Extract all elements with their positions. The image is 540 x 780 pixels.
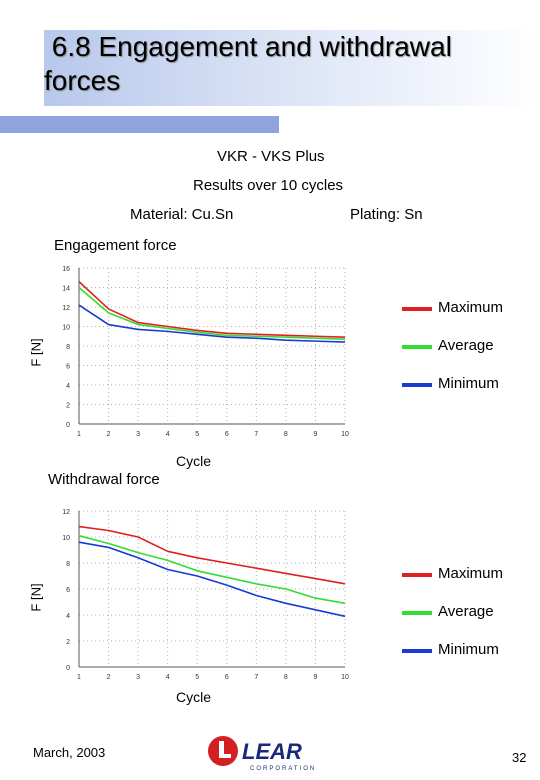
series-line-maximum: [78, 525, 346, 585]
legend-swatch: [402, 345, 432, 349]
legend-swatch: [402, 383, 432, 387]
x-tick-label: 6: [225, 674, 229, 681]
y-tick-label: 8: [66, 344, 70, 351]
logo-subtext: CORPORATION: [250, 766, 316, 772]
withdrawal-chart-title: Withdrawal force: [48, 471, 160, 488]
y-tick-label: 14: [62, 286, 70, 293]
withdrawal-y-axis-label: F [N]: [28, 583, 44, 612]
x-tick-label: 9: [313, 674, 317, 681]
x-tick-label: 3: [136, 674, 140, 681]
logo-wordmark: LEAR: [242, 739, 302, 764]
withdrawal-x-axis-label: Cycle: [176, 689, 212, 705]
plating-label: Plating: Sn: [350, 206, 423, 223]
y-tick-label: 10: [62, 325, 70, 332]
y-tick-label: 6: [66, 587, 70, 594]
y-tick-label: 8: [66, 561, 70, 568]
engagement-y-axis-label: F [N]: [28, 338, 44, 367]
legend-swatch: [402, 573, 432, 577]
legend-swatch: [402, 649, 432, 653]
y-tick-label: 4: [66, 613, 70, 620]
x-tick-label: 4: [166, 431, 170, 438]
slide-title: 6.8 Engagement and withdrawal forces: [44, 31, 452, 96]
x-tick-label: 4: [166, 674, 170, 681]
legend-swatch: [402, 307, 432, 311]
x-tick-label: 5: [195, 431, 199, 438]
x-tick-label: 6: [225, 431, 229, 438]
y-tick-label: 12: [62, 509, 70, 516]
y-tick-label: 16: [62, 266, 70, 273]
y-tick-label: 6: [66, 364, 70, 371]
title-background: [44, 30, 540, 106]
series-line-average: [78, 286, 346, 340]
legend-label: Average: [438, 603, 494, 620]
x-tick-label: 9: [313, 431, 317, 438]
y-tick-label: 4: [66, 383, 70, 390]
y-tick-label: 2: [66, 639, 70, 646]
x-tick-label: 10: [341, 431, 349, 438]
x-tick-label: 2: [107, 431, 111, 438]
title-accent-bar: [0, 116, 279, 133]
series-line-maximum: [78, 281, 346, 339]
product-heading: VKR - VKS Plus: [217, 148, 325, 165]
results-subheading: Results over 10 cycles: [193, 177, 344, 194]
engagement-x-axis-label: Cycle: [176, 453, 212, 469]
x-tick-label: 10: [341, 674, 349, 681]
lear-corporation-logo: LEAR CORPORATION: [208, 736, 316, 772]
engagement-chart-title: Engagement force: [54, 237, 177, 254]
material-label: Material: Cu.Sn: [130, 206, 234, 223]
x-tick-label: 5: [195, 674, 199, 681]
legend-label: Maximum: [438, 299, 504, 316]
y-tick-label: 0: [66, 422, 70, 429]
x-tick-label: 3: [136, 431, 140, 438]
x-tick-label: 8: [284, 674, 288, 681]
y-tick-label: 12: [62, 305, 70, 312]
x-tick-label: 2: [107, 674, 111, 681]
y-tick-label: 10: [62, 535, 70, 542]
x-tick-label: 7: [254, 674, 258, 681]
page-number: 32: [512, 750, 527, 765]
legend-swatch: [402, 611, 432, 615]
series-line-average: [78, 534, 346, 605]
x-tick-label: 8: [284, 431, 288, 438]
legend-label: Average: [438, 337, 494, 354]
legend-label: Maximum: [438, 565, 504, 582]
legend-label: Minimum: [438, 641, 499, 658]
footer-date: March, 2003: [33, 745, 106, 760]
y-tick-label: 0: [66, 665, 70, 672]
series-line-minimum: [78, 541, 346, 618]
y-tick-label: 2: [66, 403, 70, 410]
series-line-minimum: [78, 304, 346, 343]
x-tick-label: 1: [77, 674, 81, 681]
x-tick-label: 1: [77, 431, 81, 438]
legend-label: Minimum: [438, 375, 499, 392]
x-tick-label: 7: [254, 431, 258, 438]
